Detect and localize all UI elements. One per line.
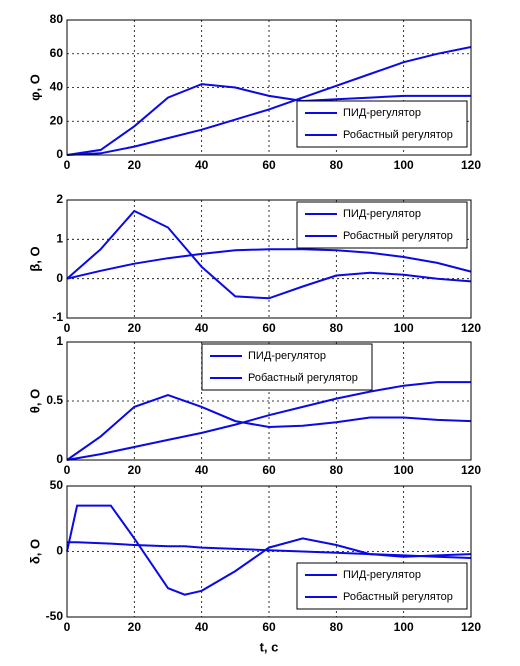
- legend-label: Робастный регулятор: [343, 230, 453, 242]
- axes-box: [66, 19, 472, 156]
- x-tick-label: 80: [330, 620, 344, 634]
- x-tick-label: 60: [262, 158, 276, 172]
- x-tick-label: 120: [461, 463, 481, 477]
- y-tick-label: 0: [56, 544, 63, 558]
- axes-box: [66, 485, 472, 618]
- x-tick-label: 0: [64, 158, 71, 172]
- x-tick-label: 40: [195, 620, 209, 634]
- y-tick-label: 20: [50, 113, 64, 127]
- x-tick-label: 20: [128, 463, 142, 477]
- y-tick-label: 1: [56, 334, 63, 348]
- legend-label: Робастный регулятор: [343, 591, 453, 603]
- y-tick-label: 0: [56, 271, 63, 285]
- y-tick-label: 40: [50, 80, 64, 94]
- y-axis-label: θ, O: [27, 389, 42, 413]
- x-tick-label: 40: [195, 158, 209, 172]
- y-tick-label: 0: [56, 147, 63, 161]
- x-tick-label: 80: [330, 463, 344, 477]
- legend: ПИД-регулятор Робастный регулятор: [296, 562, 468, 610]
- series-line: [66, 83, 471, 156]
- legend-box: [296, 100, 468, 148]
- series-line: [66, 381, 471, 461]
- x-tick-label: 20: [128, 158, 142, 172]
- legend-label: ПИД-регулятор: [343, 569, 421, 581]
- x-tick-label: 120: [461, 321, 481, 335]
- y-tick-label: -1: [52, 310, 63, 324]
- x-tick-label: 120: [461, 158, 481, 172]
- x-tick-label: 60: [262, 620, 276, 634]
- legend: ПИД-регулятор Робастный регулятор: [296, 100, 468, 148]
- series-line: [66, 46, 472, 156]
- x-tick-label: 80: [330, 321, 344, 335]
- series-line: [66, 394, 472, 461]
- x-axis-label: t, c: [260, 639, 279, 654]
- x-tick-label: 100: [394, 158, 414, 172]
- y-axis-label: β, O: [27, 246, 42, 271]
- x-tick-label: 100: [394, 463, 414, 477]
- x-tick-label: 20: [128, 321, 142, 335]
- legend-box: [201, 343, 373, 391]
- x-tick-label: 40: [195, 321, 209, 335]
- series-line: [66, 248, 472, 280]
- legend-label: ПИД-регулятор: [343, 107, 421, 119]
- x-tick-label: 60: [262, 321, 276, 335]
- axes-box: [66, 341, 472, 461]
- legend-box: [296, 562, 468, 610]
- x-tick-label: 20: [128, 620, 142, 634]
- y-tick-label: 0.5: [46, 393, 63, 407]
- y-axis-label: δ, O: [27, 539, 42, 564]
- y-tick-label: 1: [56, 232, 63, 246]
- series-line: [66, 209, 472, 300]
- x-tick-label: 80: [330, 158, 344, 172]
- x-tick-label: 100: [394, 321, 414, 335]
- x-tick-label: 40: [195, 463, 209, 477]
- legend: ПИД-регулятор Робастный регулятор: [201, 343, 373, 391]
- legend-label: Робастный регулятор: [343, 129, 453, 141]
- legend-label: Робастный регулятор: [248, 372, 358, 384]
- x-tick-label: 0: [64, 321, 71, 335]
- legend-label: ПИД-регулятор: [248, 350, 326, 362]
- y-tick-label: 2: [56, 192, 63, 206]
- legend-label: ПИД-регулятор: [343, 208, 421, 220]
- x-tick-label: 0: [64, 620, 71, 634]
- y-tick-label: -50: [46, 609, 64, 623]
- legend: ПИД-регулятор Робастный регулятор: [296, 201, 468, 249]
- x-tick-label: 60: [262, 463, 276, 477]
- y-tick-label: 60: [50, 46, 64, 60]
- x-tick-label: 0: [64, 463, 71, 477]
- axes-box: [66, 199, 472, 319]
- y-axis-label: φ, O: [27, 74, 42, 101]
- x-tick-label: 120: [461, 620, 481, 634]
- series-line: [67, 541, 472, 559]
- x-tick-label: 100: [394, 620, 414, 634]
- y-tick-label: 0: [56, 452, 63, 466]
- legend-box: [296, 201, 468, 249]
- y-tick-label: 50: [50, 478, 64, 492]
- y-tick-label: 80: [50, 12, 64, 26]
